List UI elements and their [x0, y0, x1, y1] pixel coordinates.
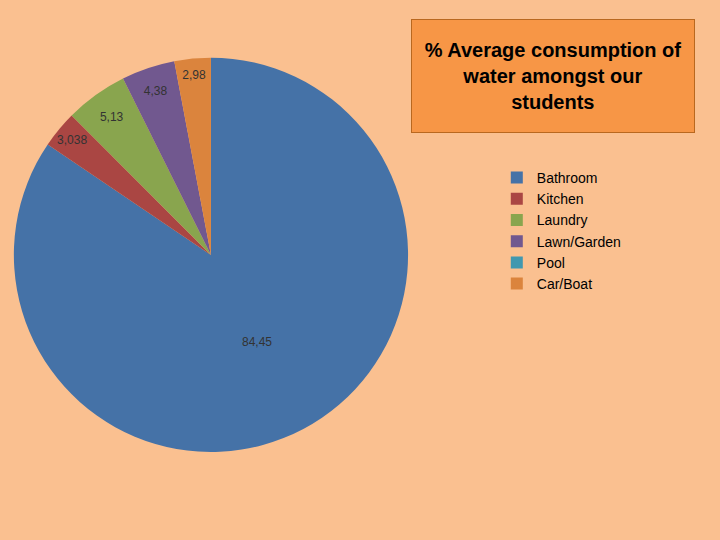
svg-text:Pool: Pool [537, 255, 565, 271]
svg-text:2,98: 2,98 [182, 68, 206, 82]
svg-text:Car/Boat: Car/Boat [537, 276, 592, 292]
svg-text:% Average consumption ofwater: % Average consumption ofwater amongst ou… [425, 39, 682, 113]
svg-text:Kitchen: Kitchen [537, 191, 584, 207]
svg-text:5,13: 5,13 [100, 110, 124, 124]
svg-text:Bathroom: Bathroom [537, 170, 598, 186]
svg-text:3,038: 3,038 [57, 133, 87, 147]
svg-text:4,38: 4,38 [144, 84, 168, 98]
svg-text:84,45: 84,45 [242, 335, 272, 349]
svg-text:Lawn/Garden: Lawn/Garden [537, 234, 621, 250]
svg-text:Laundry: Laundry [537, 212, 588, 228]
